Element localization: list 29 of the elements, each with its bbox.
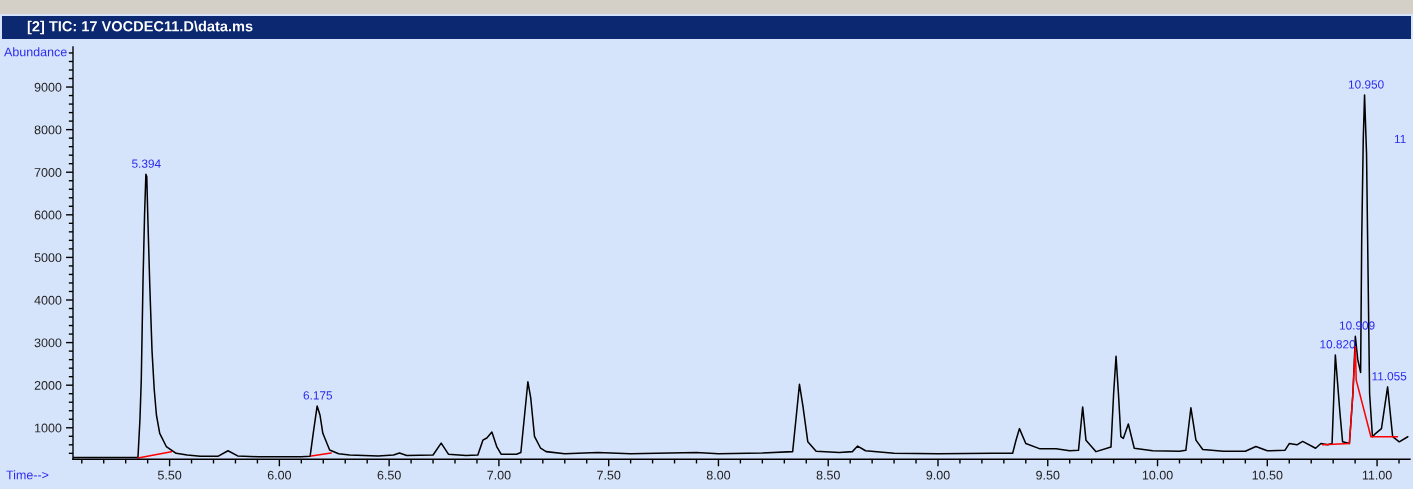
x-tick-label: 10.50 bbox=[1252, 470, 1283, 480]
x-tick-label: 5.50 bbox=[157, 470, 182, 480]
x-axis-title: Time--> bbox=[6, 470, 49, 480]
y-tick-label: 2000 bbox=[34, 380, 62, 390]
annotation: 11.055 bbox=[1372, 372, 1407, 381]
annotation: 11 bbox=[1394, 134, 1406, 144]
y-tick-label: 8000 bbox=[34, 125, 62, 135]
y-tick-label: 6000 bbox=[34, 210, 62, 220]
annotation: 5.394 bbox=[132, 159, 161, 168]
y-tick-label: 5000 bbox=[34, 253, 62, 263]
x-tick-label: 6.00 bbox=[267, 470, 292, 480]
chart-title: [2] TIC: 17 VOCDEC11.D\data.ms bbox=[27, 20, 253, 35]
annotation: 10.950 bbox=[1348, 80, 1384, 89]
y-tick-label: 3000 bbox=[34, 338, 62, 348]
x-tick-label: 9.50 bbox=[1036, 470, 1060, 480]
y-tick-label: 1000 bbox=[35, 423, 62, 433]
y-tick-label: 4000 bbox=[34, 295, 62, 305]
x-tick-label: 9.00 bbox=[926, 470, 950, 480]
annotation: 6.175 bbox=[303, 391, 333, 400]
y-axis-title: Abundance bbox=[4, 47, 67, 57]
x-tick-label: 7.00 bbox=[487, 470, 511, 480]
y-tick-label: 9000 bbox=[34, 82, 62, 92]
x-tick-label: 7.50 bbox=[597, 470, 621, 480]
x-tick-label: 6.50 bbox=[377, 470, 401, 480]
x-tick-label: 11.00 bbox=[1362, 470, 1392, 480]
x-tick-label: 8.00 bbox=[706, 470, 731, 480]
x-tick-label: 10.00 bbox=[1142, 470, 1173, 480]
y-tick-label: 7000 bbox=[34, 168, 62, 177]
x-tick-label: 8.50 bbox=[816, 470, 840, 480]
